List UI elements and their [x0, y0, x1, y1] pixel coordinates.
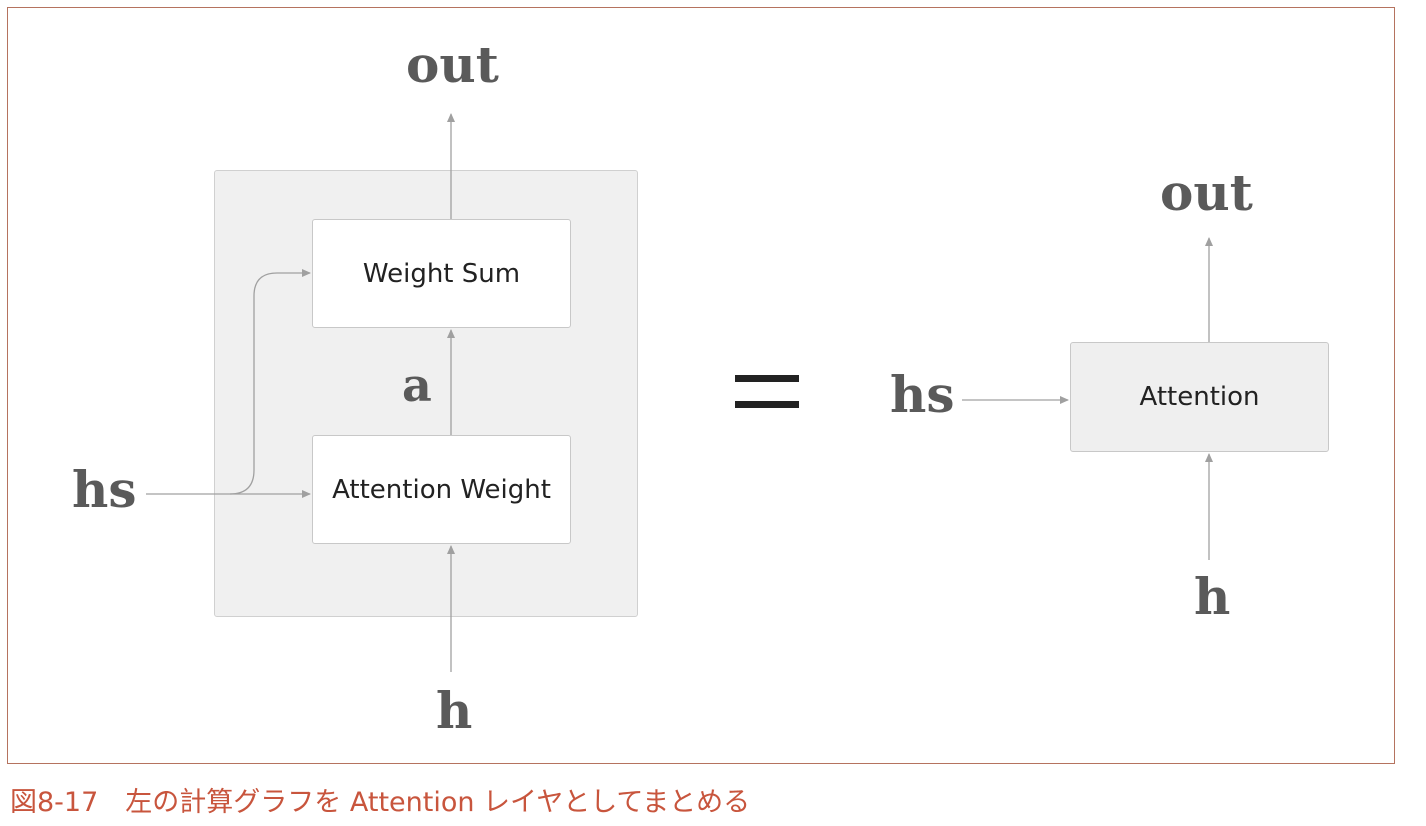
left-out-label: out	[406, 35, 499, 94]
intermediate-a-label: a	[402, 358, 432, 412]
arrow-hs-to-weightsum	[229, 269, 311, 495]
figure-frame	[7, 7, 1395, 764]
equals-bar-top	[735, 375, 799, 382]
right-hs-label: hs	[890, 365, 955, 424]
right-h-label: h	[1194, 567, 1231, 626]
attention-layer-label: Attention	[1139, 382, 1260, 412]
weight-sum-node: Weight Sum	[312, 219, 571, 328]
equals-bar-bottom	[735, 401, 799, 408]
attention-weight-label: Attention Weight	[332, 474, 551, 505]
weight-sum-label: Weight Sum	[362, 258, 521, 289]
attention-weight-node: Attention Weight	[312, 435, 571, 544]
attention-layer-node: Attention	[1070, 342, 1329, 452]
left-h-label: h	[436, 681, 473, 740]
figure-caption: 図8-17 左の計算グラフを Attention レイヤとしてまとめる	[10, 787, 751, 818]
left-hs-label: hs	[72, 460, 137, 519]
right-out-label: out	[1160, 163, 1253, 222]
